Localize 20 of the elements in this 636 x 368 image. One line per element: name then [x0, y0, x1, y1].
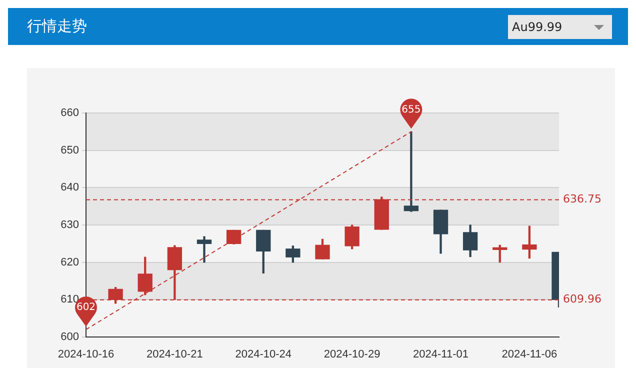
y-tick-label: 660 — [60, 107, 79, 120]
annotation: 602 — [76, 302, 96, 314]
ref-line-label: 609.96 — [563, 292, 602, 306]
x-tick-label: 2024-10-24 — [235, 348, 292, 361]
chart-subtitle: Au99.99 — [512, 19, 562, 36]
y-tick-label: 640 — [60, 182, 79, 194]
annotation: 655 — [402, 104, 421, 116]
candlestick — [404, 131, 419, 212]
x-tick-label: 2024-10-29 — [324, 348, 380, 361]
y-tick-label: 650 — [60, 144, 79, 156]
y-tick-label: 600 — [60, 331, 79, 344]
x-tick-label: 2024-11-01 — [413, 348, 468, 361]
y-tick-label: 630 — [60, 219, 79, 232]
x-tick-label: 2024-10-16 — [58, 348, 114, 361]
ref-line-label: 636.75 — [563, 192, 602, 206]
x-tick-label: 2024-11-06 — [502, 348, 558, 361]
y-tick-label: 620 — [60, 256, 79, 268]
chart-title: 行情走势 — [27, 17, 87, 36]
candlestick — [196, 236, 212, 263]
x-tick-label: 2024-10-21 — [146, 348, 203, 361]
